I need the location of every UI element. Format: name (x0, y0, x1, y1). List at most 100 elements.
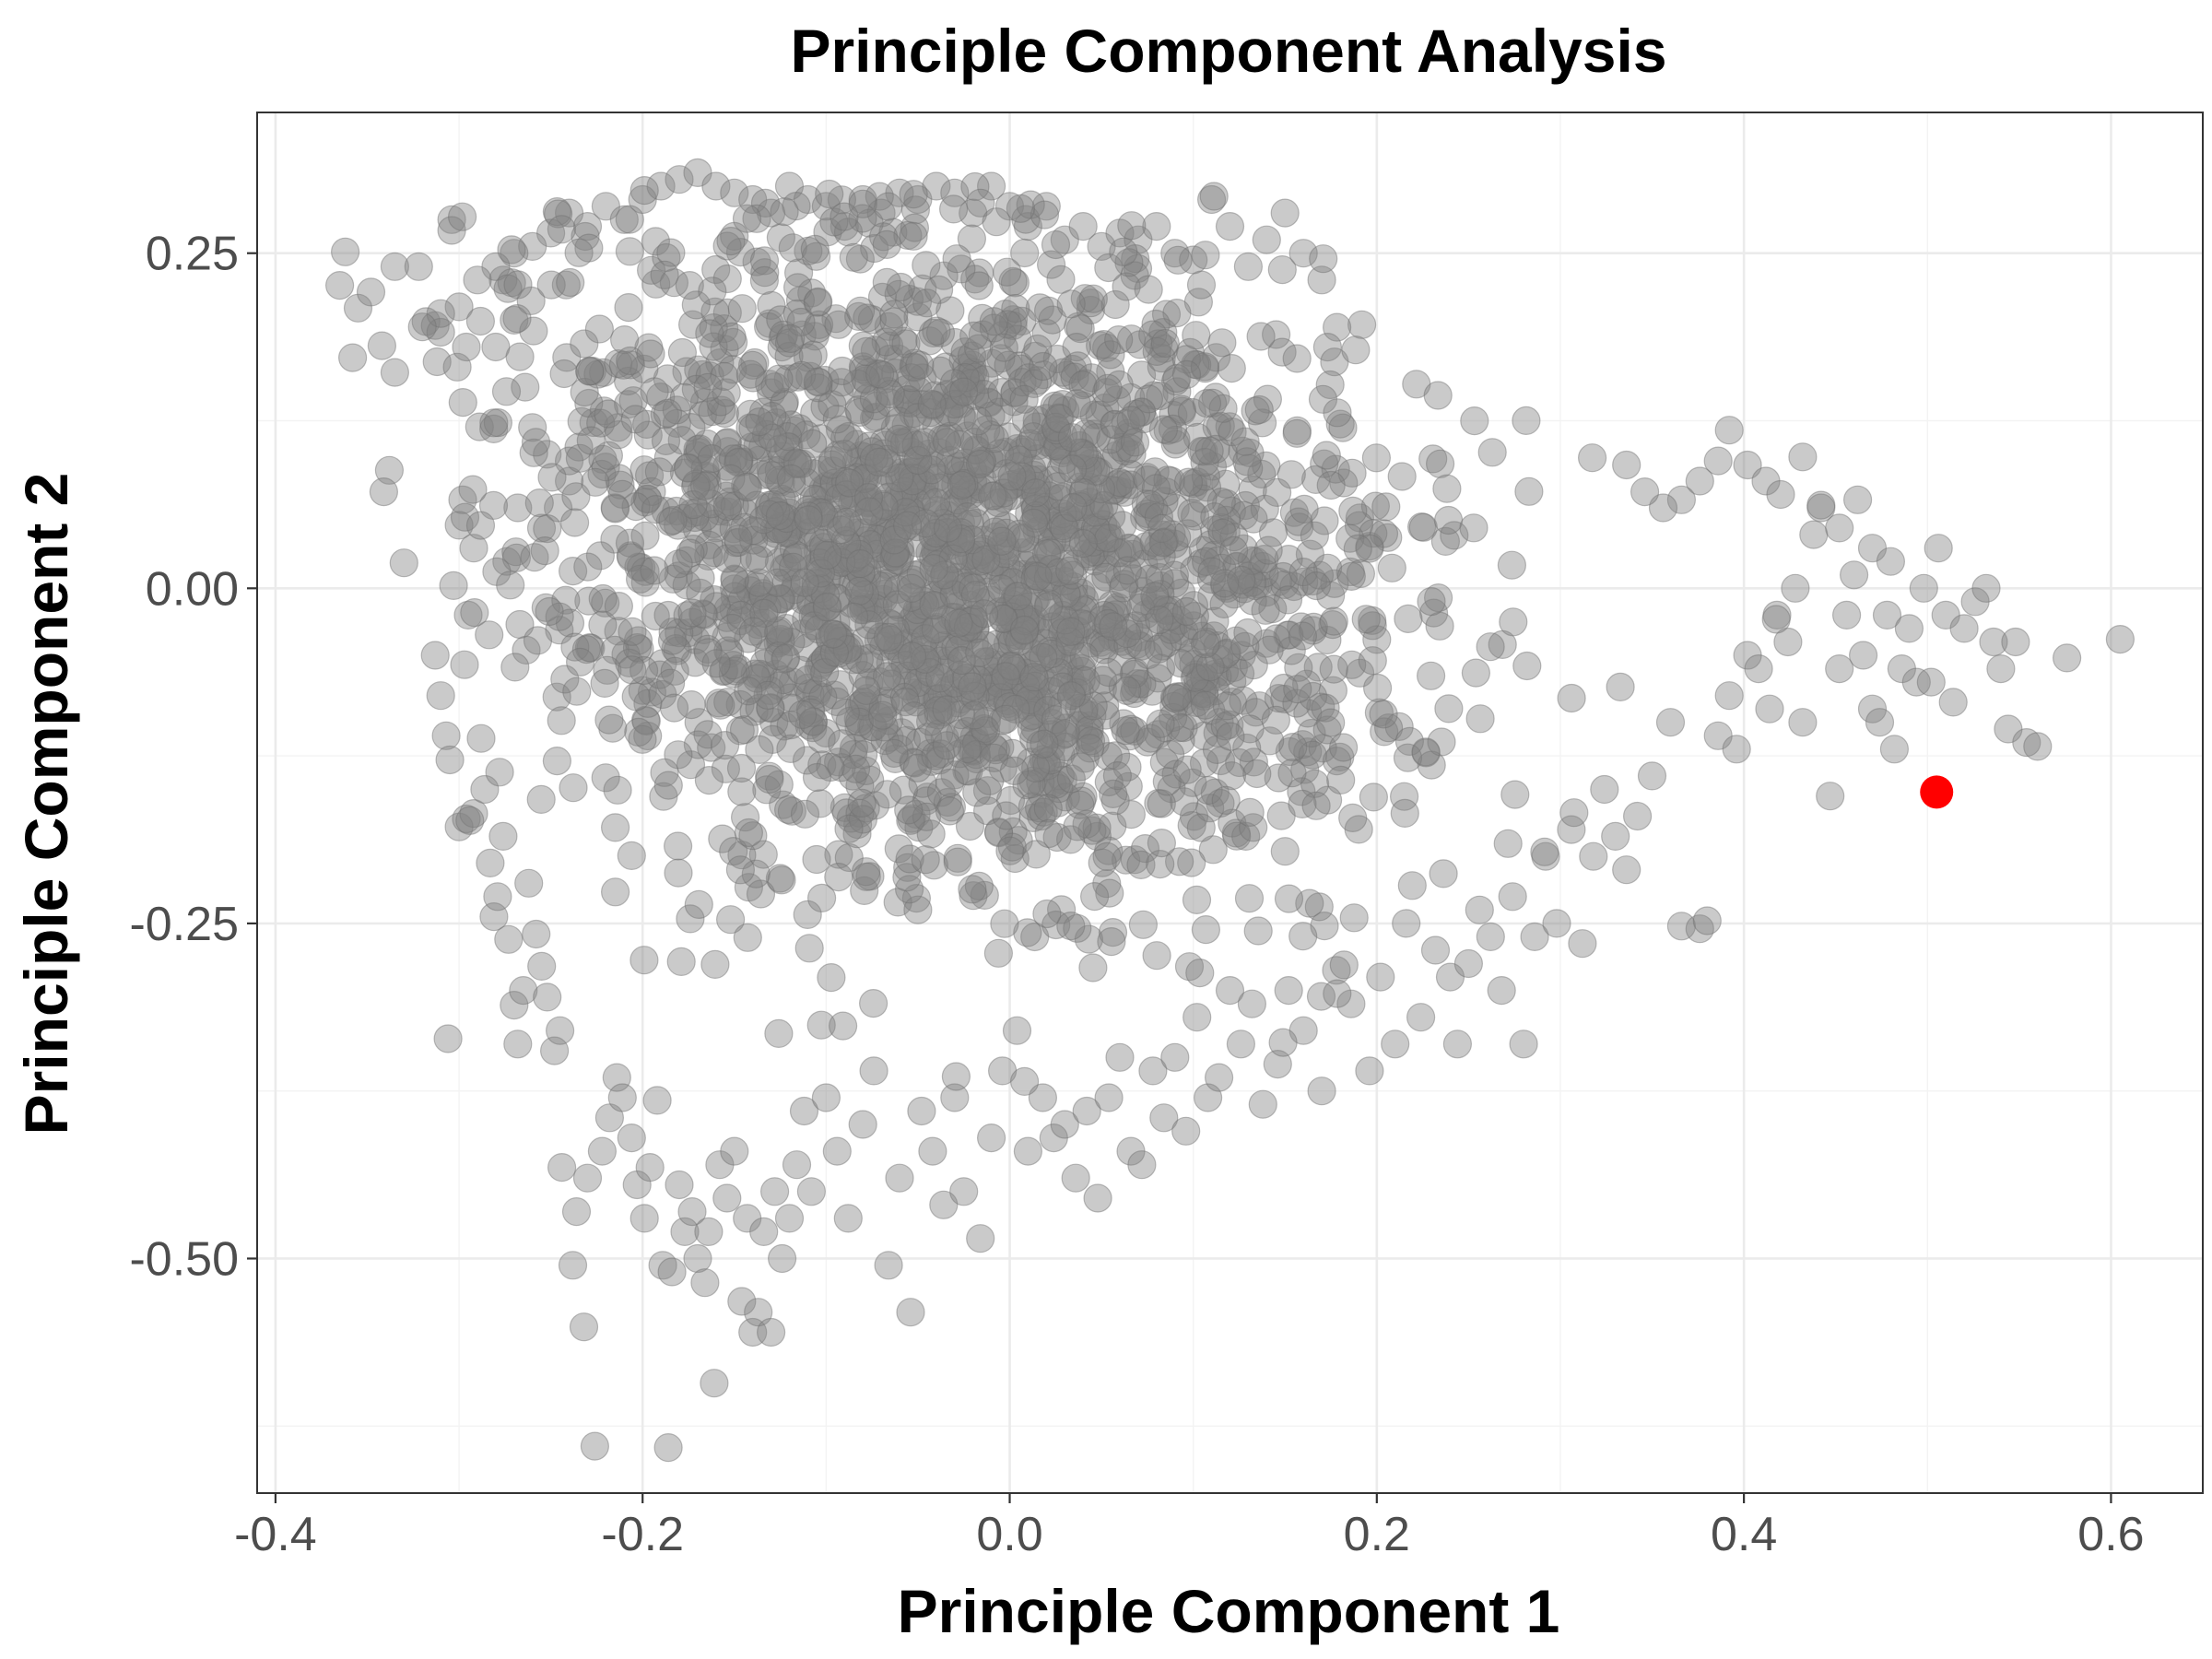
scatter-point (885, 593, 914, 622)
scatter-point (1038, 305, 1067, 335)
scatter-point (1081, 535, 1111, 564)
scatter-point (1425, 611, 1454, 641)
scatter-point (1186, 548, 1217, 578)
scatter-point (744, 445, 773, 475)
scatter-point (1159, 621, 1190, 652)
scatter-point (470, 774, 500, 805)
scatter-point (801, 601, 830, 630)
scatter-point (819, 680, 849, 710)
scatter-point (1000, 378, 1030, 407)
scatter-point (893, 511, 923, 540)
scatter-point (1029, 360, 1058, 390)
scatter-point (628, 676, 657, 705)
scatter-point (802, 844, 831, 875)
scatter-point (598, 713, 628, 743)
scatter-point (1074, 472, 1103, 501)
scatter-point (1094, 1083, 1124, 1112)
scatter-point (727, 841, 757, 870)
scatter-point (448, 485, 477, 514)
scatter-point (876, 542, 906, 571)
scatter-point (1088, 330, 1119, 359)
scatter-point (999, 756, 1030, 786)
scatter-point (653, 443, 683, 473)
scatter-point (1328, 413, 1358, 442)
scatter-point (1392, 909, 1421, 938)
scatter-point (877, 631, 907, 661)
scatter-point (690, 454, 720, 484)
scatter-point (739, 590, 770, 620)
scatter-point (1217, 761, 1247, 791)
scatter-point (924, 561, 954, 591)
scatter-point (1077, 449, 1106, 478)
scatter-point (651, 496, 680, 526)
scatter-point (491, 377, 522, 406)
scatter-point (901, 441, 931, 470)
scatter-point (812, 471, 842, 500)
scatter-point (458, 475, 488, 504)
scatter-point (1042, 822, 1072, 853)
scatter-point (742, 571, 772, 602)
scatter-point (1283, 675, 1312, 704)
scatter-point (912, 786, 941, 816)
scatter-point (998, 817, 1028, 847)
scatter-point (559, 508, 590, 537)
scatter-point (1034, 481, 1064, 511)
scatter-point (570, 377, 599, 407)
scatter-point (712, 1183, 742, 1213)
scatter-point (857, 712, 887, 742)
scatter-point (677, 499, 706, 528)
scatter-point (452, 804, 481, 834)
scatter-point (1284, 653, 1313, 682)
scatter-point (1019, 665, 1050, 694)
scatter-point (807, 648, 837, 677)
scatter-point (918, 391, 947, 420)
scatter-point (965, 638, 994, 668)
scatter-point (974, 556, 1004, 585)
scatter-point (1009, 1066, 1040, 1097)
scatter-point (842, 518, 872, 547)
scatter-point (865, 702, 894, 732)
scatter-point (1288, 730, 1317, 759)
scatter-point (854, 208, 884, 238)
scatter-point (1714, 416, 1744, 445)
scatter-point (1207, 328, 1237, 358)
scatter-point (994, 594, 1023, 624)
scatter-point (1692, 906, 1722, 935)
scatter-point (1014, 702, 1043, 732)
scatter-point (821, 304, 851, 334)
scatter-point (1026, 664, 1055, 694)
scatter-point (1241, 547, 1270, 576)
scatter-point (518, 231, 547, 261)
scatter-point (1312, 715, 1342, 745)
scatter-point (821, 608, 851, 638)
scatter-point (1228, 570, 1258, 599)
scatter-point (719, 594, 748, 625)
scatter-point (827, 185, 857, 215)
scatter-point (1312, 785, 1343, 815)
scatter-point (1090, 691, 1120, 721)
scatter-point (811, 192, 841, 221)
scatter-point (684, 708, 713, 737)
scatter-point (1225, 747, 1254, 778)
scatter-point (1979, 627, 2008, 657)
scatter-point (426, 317, 455, 347)
scatter-point (743, 609, 773, 640)
scatter-point (683, 730, 713, 759)
scatter-point (831, 798, 862, 828)
scatter-point (1143, 720, 1173, 749)
scatter-point (1092, 841, 1122, 872)
scatter-point (1100, 289, 1130, 320)
scatter-point (782, 1150, 812, 1180)
scatter-point (988, 566, 1018, 595)
scatter-point (1312, 333, 1343, 362)
scatter-point (1053, 593, 1083, 622)
scatter-point (860, 534, 889, 563)
scatter-point (1015, 499, 1044, 528)
scatter-point (839, 645, 868, 675)
scatter-point (1202, 735, 1232, 765)
scatter-point (1172, 755, 1202, 784)
scatter-point (757, 378, 786, 407)
scatter-point (677, 310, 708, 339)
scatter-point (900, 353, 930, 382)
scatter-point (963, 406, 993, 436)
